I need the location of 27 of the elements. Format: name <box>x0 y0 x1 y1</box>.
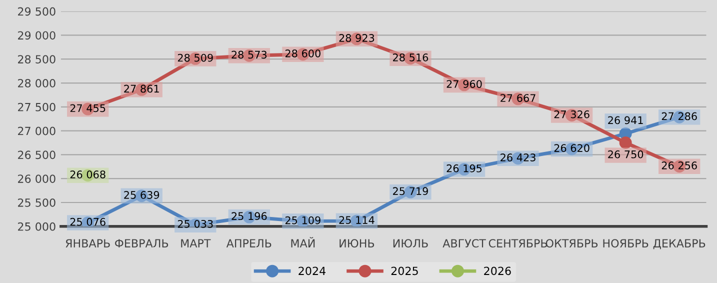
y-tick-label: 28 000 <box>18 78 56 88</box>
legend-label: 2025 <box>391 266 418 276</box>
x-tick-label: СЕНТЯБРЬ <box>488 239 548 248</box>
x-tick-label: ДЕКАБРЬ <box>653 239 706 250</box>
y-tick-label: 27 500 <box>18 102 56 112</box>
x-tick-label: ЯНВАРЬ <box>66 239 110 248</box>
y-tick-label: 26 000 <box>18 174 56 183</box>
y-tick-label: 29 000 <box>18 31 56 40</box>
data-label: 26 750 <box>608 150 644 158</box>
x-tick-label: ИЮЛЬ <box>393 239 428 248</box>
y-tick-label: 27 000 <box>18 126 56 136</box>
legend-label: 2024 <box>298 266 326 276</box>
y-tick-label: 25 500 <box>18 198 56 207</box>
y-tick-label: 25 000 <box>18 222 56 231</box>
legend-label: 2026 <box>484 266 511 276</box>
x-tick-label: МАЙ <box>291 237 315 248</box>
x-tick-label: ОКТЯБРЬ <box>546 239 598 248</box>
data-label: 26 941 <box>608 116 643 124</box>
x-tick-label: ИЮНЬ <box>340 239 374 248</box>
x-tick-label: НОЯБРЬ <box>603 239 648 248</box>
x-tick-label: МАРТ <box>181 239 211 248</box>
y-tick-label: 28 500 <box>18 55 56 64</box>
x-tick-label: АВГУСТ <box>442 239 486 248</box>
x-tick-label: АПРЕЛЬ <box>226 239 272 248</box>
y-tick-label: 29 500 <box>18 7 56 16</box>
y-tick-label: 26 500 <box>18 150 56 160</box>
x-tick-label: ФЕВРАЛЬ <box>115 239 168 248</box>
